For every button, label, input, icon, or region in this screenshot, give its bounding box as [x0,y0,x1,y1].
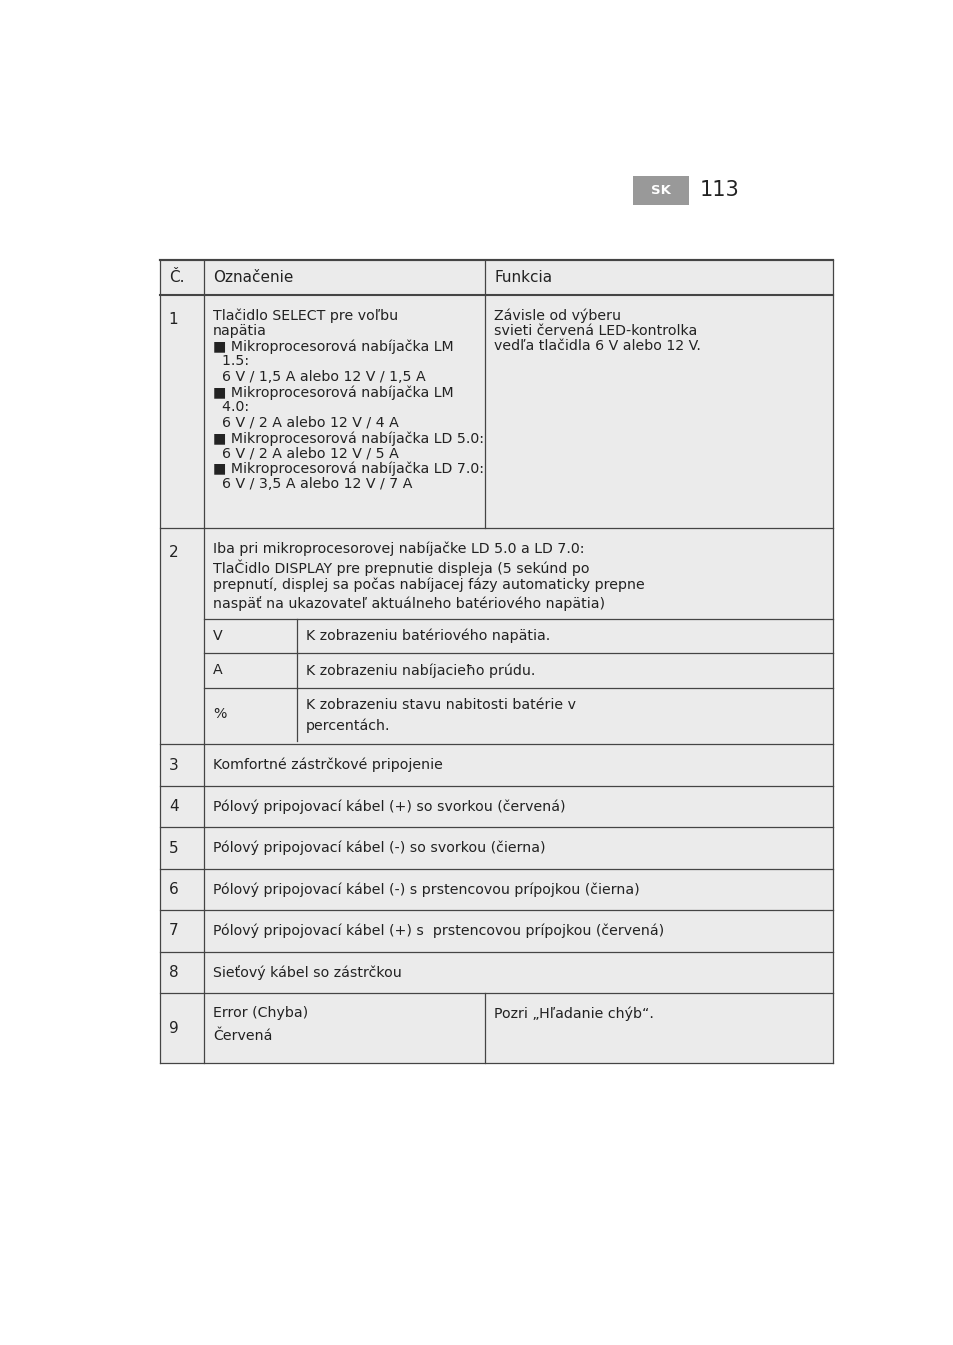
Text: Pozri „Hľadanie chýb“.: Pozri „Hľadanie chýb“. [494,1006,654,1021]
Text: svieti červená LED-kontrolka: svieti červená LED-kontrolka [494,324,697,338]
Text: 6 V / 3,5 A alebo 12 V / 7 A: 6 V / 3,5 A alebo 12 V / 7 A [213,477,412,491]
Text: prepnutí, displej sa počas nabíjacej fázy automaticky prepne: prepnutí, displej sa počas nabíjacej fáz… [213,578,644,592]
Text: naspäť na ukazovateľ aktuálneho batériového napätia): naspäť na ukazovateľ aktuálneho batériov… [213,596,604,611]
Text: Označenie: Označenie [213,270,294,285]
FancyBboxPatch shape [160,745,832,785]
Text: Tlačidlo SELECT pre voľbu: Tlačidlo SELECT pre voľbu [213,308,397,323]
FancyBboxPatch shape [160,295,832,529]
Text: %: % [213,707,226,721]
Text: 1.5:: 1.5: [213,355,249,369]
Text: 7: 7 [169,924,178,939]
Text: percentách.: percentách. [305,718,390,733]
Text: Komfortné zástrčkové pripojenie: Komfortné zástrčkové pripojenie [213,759,442,772]
Text: Pólový pripojovací kábel (+) so svorkou (červená): Pólový pripojovací kábel (+) so svorkou … [213,799,565,814]
Text: 6 V / 2 A alebo 12 V / 5 A: 6 V / 2 A alebo 12 V / 5 A [213,447,398,460]
Text: A: A [213,663,223,678]
Text: Pólový pripojovací kábel (-) s prstencovou prípojkou (čierna): Pólový pripojovací kábel (-) s prstencov… [213,882,639,897]
FancyBboxPatch shape [160,529,832,745]
Text: 6 V / 2 A alebo 12 V / 4 A: 6 V / 2 A alebo 12 V / 4 A [213,416,398,430]
Text: TlaČidlo DISPLAY pre prepnutie displeja (5 sekúnd po: TlaČidlo DISPLAY pre prepnutie displeja … [213,560,589,576]
Text: Červená: Červená [213,1029,273,1044]
FancyBboxPatch shape [160,911,832,952]
FancyBboxPatch shape [160,869,832,911]
FancyBboxPatch shape [160,260,832,295]
Text: Pólový pripojovací kábel (+) s  prstencovou prípojkou (červená): Pólový pripojovací kábel (+) s prstencov… [213,924,663,939]
Text: 4: 4 [169,799,178,814]
Text: Iba pri mikroprocesorovej nabíjačke LD 5.0 a LD 7.0:: Iba pri mikroprocesorovej nabíjačke LD 5… [213,542,584,555]
FancyBboxPatch shape [633,176,688,204]
Text: napätia: napätia [213,324,267,338]
Text: SK: SK [650,184,670,196]
Text: ■ Mikroprocesorová nabíjačka LM: ■ Mikroprocesorová nabíjačka LM [213,385,454,399]
Text: 1: 1 [169,312,178,327]
Text: ■ Mikroprocesorová nabíjačka LM: ■ Mikroprocesorová nabíjačka LM [213,339,454,354]
Text: 8: 8 [169,964,178,979]
Text: Závisle od výberu: Závisle od výberu [494,308,620,323]
FancyBboxPatch shape [160,785,832,827]
Text: V: V [213,629,223,643]
Text: Sieťový kábel so zástrčkou: Sieťový kábel so zástrčkou [213,964,401,979]
Text: 5: 5 [169,841,178,855]
Text: vedľa tlačidla 6 V alebo 12 V.: vedľa tlačidla 6 V alebo 12 V. [494,339,700,354]
Text: 6: 6 [169,882,178,897]
Text: Pólový pripojovací kábel (-) so svorkou (čierna): Pólový pripojovací kábel (-) so svorkou … [213,841,545,855]
Text: 2: 2 [169,545,178,560]
Text: Funkcia: Funkcia [494,270,552,285]
Text: 3: 3 [169,757,178,772]
Text: K zobrazeniu batériového napätia.: K zobrazeniu batériového napätia. [305,629,549,643]
Text: 6 V / 1,5 A alebo 12 V / 1,5 A: 6 V / 1,5 A alebo 12 V / 1,5 A [213,370,425,383]
Text: Error (Chyba): Error (Chyba) [213,1006,308,1021]
Text: Č.: Č. [169,270,184,285]
Text: 113: 113 [699,180,739,200]
Text: ■ Mikroprocesorová nabíjačka LD 5.0:: ■ Mikroprocesorová nabíjačka LD 5.0: [213,432,483,445]
FancyBboxPatch shape [160,827,832,869]
FancyBboxPatch shape [160,993,832,1064]
FancyBboxPatch shape [160,952,832,993]
Text: ■ Mikroprocesorová nabíjačka LD 7.0:: ■ Mikroprocesorová nabíjačka LD 7.0: [213,461,483,476]
Text: 4.0:: 4.0: [213,401,249,414]
Text: K zobrazeniu nabíjacieħo prúdu.: K zobrazeniu nabíjacieħo prúdu. [305,663,535,678]
Text: 9: 9 [169,1021,178,1036]
Text: K zobrazeniu stavu nabitosti batérie v: K zobrazeniu stavu nabitosti batérie v [305,698,575,712]
